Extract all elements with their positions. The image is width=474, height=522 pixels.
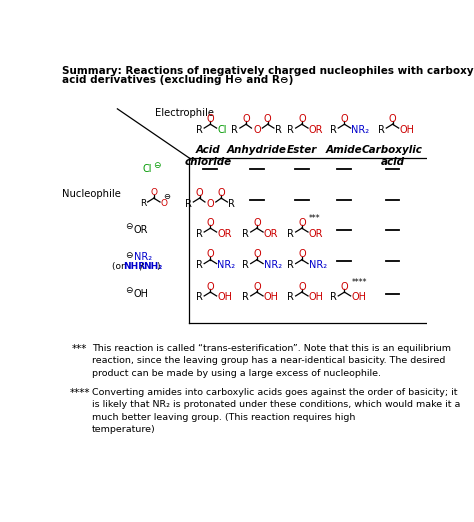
- Text: O: O: [218, 188, 225, 198]
- Text: NH₂: NH₂: [143, 262, 162, 271]
- Text: ***: ***: [72, 343, 87, 354]
- Text: O: O: [253, 218, 261, 228]
- Text: R: R: [287, 260, 294, 270]
- Text: This reaction is called “trans-esterification”. Note that this is an equilibrium: This reaction is called “trans-esterific…: [92, 343, 451, 378]
- Text: Amide: Amide: [326, 145, 363, 155]
- Text: O: O: [150, 188, 157, 197]
- Text: R: R: [330, 125, 337, 135]
- Text: ⊖: ⊖: [126, 222, 133, 231]
- Text: R: R: [196, 260, 202, 270]
- Text: R: R: [287, 229, 294, 239]
- Text: R: R: [185, 198, 192, 209]
- Text: Converting amides into carboxylic acids goes against the order of basicity; it
i: Converting amides into carboxylic acids …: [92, 387, 460, 434]
- Text: O: O: [196, 188, 203, 198]
- Text: Anhydride: Anhydride: [227, 145, 287, 155]
- Text: R: R: [231, 125, 238, 135]
- Text: NR₂: NR₂: [309, 260, 327, 270]
- Text: Summary: Reactions of negatively charged nucleophiles with carboxylic: Summary: Reactions of negatively charged…: [63, 66, 474, 76]
- Text: R: R: [228, 198, 235, 209]
- Text: ⊖: ⊖: [126, 251, 133, 259]
- Text: O: O: [253, 282, 261, 292]
- Text: O: O: [298, 218, 306, 228]
- Text: R: R: [287, 292, 294, 302]
- Text: Carboxylic
acid: Carboxylic acid: [362, 145, 423, 167]
- Text: Ester: Ester: [287, 145, 317, 155]
- Text: R: R: [242, 229, 249, 239]
- Text: OR: OR: [218, 229, 232, 239]
- Text: O: O: [264, 114, 272, 124]
- Text: OR: OR: [264, 229, 278, 239]
- Text: O: O: [298, 114, 306, 124]
- Text: ****: ****: [351, 278, 367, 287]
- Text: OH: OH: [400, 125, 414, 135]
- Text: Cl: Cl: [143, 164, 152, 174]
- Text: R: R: [242, 260, 249, 270]
- Text: OR: OR: [309, 229, 323, 239]
- Text: R: R: [330, 292, 337, 302]
- Text: O: O: [298, 250, 306, 259]
- Text: R: R: [196, 229, 202, 239]
- Text: O: O: [207, 282, 214, 292]
- Text: ⊖: ⊖: [153, 161, 161, 170]
- Text: O: O: [207, 114, 214, 124]
- Text: NR₂: NR₂: [218, 260, 236, 270]
- Text: R: R: [140, 199, 146, 208]
- Text: O: O: [161, 199, 168, 208]
- Text: O: O: [242, 114, 250, 124]
- Text: OR: OR: [309, 125, 323, 135]
- Text: O: O: [253, 250, 261, 259]
- Text: ⊖: ⊖: [163, 192, 170, 201]
- Text: acid derivatives (excluding H⊖ and R⊖): acid derivatives (excluding H⊖ and R⊖): [63, 75, 294, 85]
- Text: R: R: [242, 292, 249, 302]
- Text: O: O: [298, 282, 306, 292]
- Text: O: O: [253, 125, 261, 135]
- Text: NR₂: NR₂: [264, 260, 282, 270]
- Text: OH: OH: [134, 289, 149, 299]
- Text: ***: ***: [309, 215, 320, 223]
- Text: /: /: [140, 262, 143, 271]
- Text: O: O: [389, 114, 396, 124]
- Text: NR₂: NR₂: [134, 252, 152, 262]
- Text: ****: ****: [70, 387, 91, 398]
- Text: OH: OH: [218, 292, 232, 302]
- Text: O: O: [207, 198, 214, 209]
- Text: R: R: [196, 125, 202, 135]
- Text: Cl: Cl: [218, 125, 227, 135]
- Text: ⊖: ⊖: [126, 286, 133, 295]
- Text: OH: OH: [309, 292, 324, 302]
- Text: OR: OR: [134, 225, 148, 235]
- Text: OH: OH: [264, 292, 279, 302]
- Text: Acid
chloride: Acid chloride: [184, 145, 232, 167]
- Text: OH: OH: [351, 292, 366, 302]
- Text: NHR: NHR: [124, 262, 146, 271]
- Text: R: R: [275, 125, 282, 135]
- Text: R: R: [196, 292, 202, 302]
- Text: O: O: [341, 282, 348, 292]
- Text: R: R: [378, 125, 385, 135]
- Text: Electrophile: Electrophile: [155, 108, 214, 117]
- Text: R: R: [287, 125, 294, 135]
- Text: (or: (or: [112, 262, 128, 271]
- Text: O: O: [207, 218, 214, 228]
- Text: ): ): [156, 262, 160, 271]
- Text: Nucleophile: Nucleophile: [63, 188, 121, 198]
- Text: O: O: [341, 114, 348, 124]
- Text: NR₂: NR₂: [351, 125, 370, 135]
- Text: O: O: [207, 250, 214, 259]
